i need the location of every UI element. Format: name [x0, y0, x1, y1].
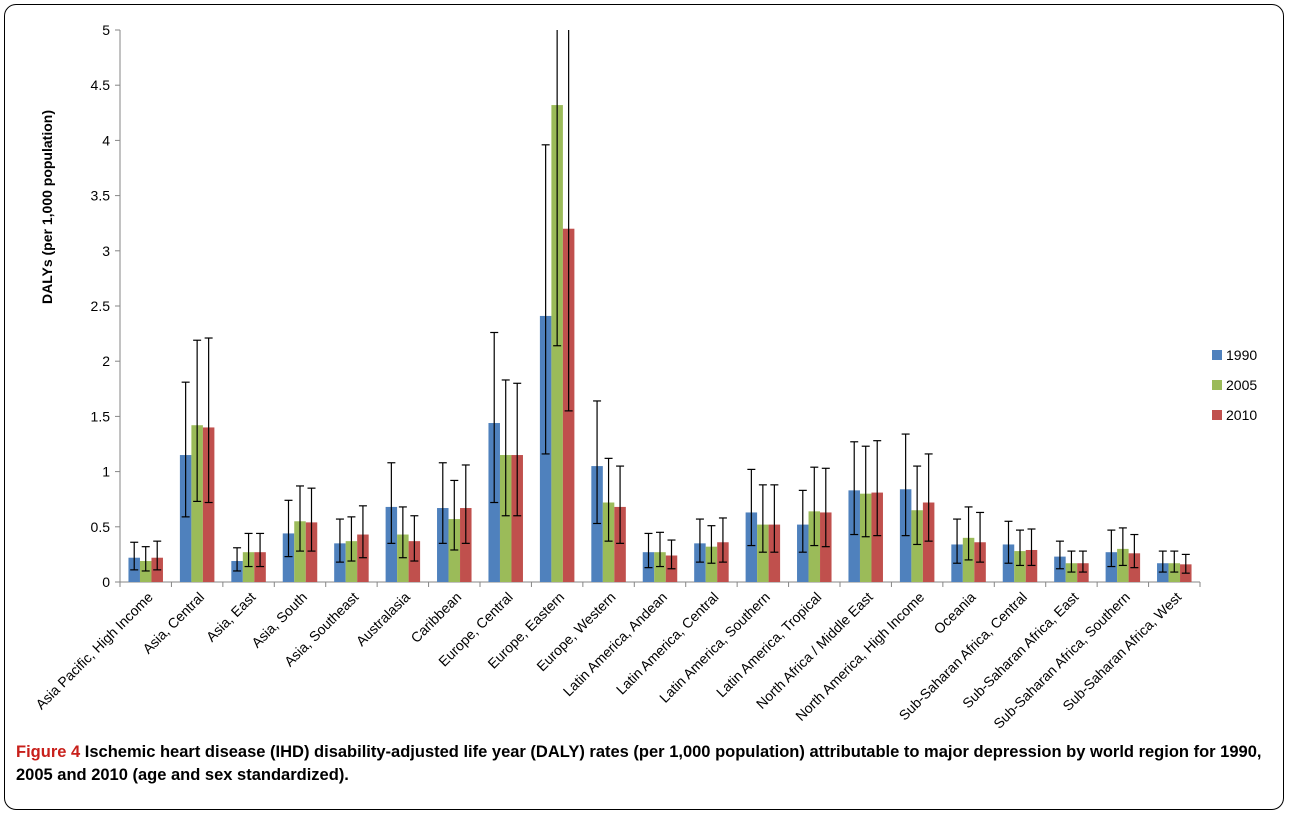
y-tick-labels: 0 0.5 1 1.5 2 2.5 3 3.5 4 4.5 5 — [91, 22, 111, 590]
bar-2005 — [911, 510, 923, 582]
bar-2005 — [499, 455, 512, 582]
y-tick-label: 4 — [102, 132, 110, 148]
bar-1990 — [745, 512, 758, 582]
y-tick-label: 1.5 — [91, 408, 111, 424]
bar-2005 — [705, 546, 718, 582]
x-tick-label: Latin America, Andean — [560, 589, 670, 699]
caption-text: Ischemic heart disease (IHD) disability-… — [16, 743, 1262, 784]
y-tick-label: 3 — [102, 243, 110, 259]
y-tick-label: 5 — [102, 22, 110, 38]
bar-2005 — [808, 511, 821, 582]
bar-2010 — [460, 508, 472, 582]
bar-2010 — [768, 524, 781, 582]
chart-axes — [115, 29, 1201, 587]
bar-2005 — [757, 524, 769, 582]
bar-1990 — [848, 490, 860, 582]
bar-1990 — [385, 506, 398, 582]
legend-swatch-2005 — [1212, 380, 1222, 390]
y-tick-label: 3.5 — [91, 188, 111, 204]
bar-1990 — [437, 508, 449, 582]
bar-2010 — [614, 506, 626, 582]
y-tick-label: 2 — [102, 353, 110, 369]
legend-label-1990: 1990 — [1226, 347, 1257, 363]
y-tick-label: 0.5 — [91, 519, 111, 535]
bar-2005 — [602, 502, 615, 582]
bar-2005 — [859, 493, 872, 582]
bar-1990 — [282, 533, 295, 582]
x-tick-label: Australasia — [353, 589, 413, 649]
x-tick-label: Asia Pacific, High Income — [32, 589, 156, 713]
figure-caption: Figure 4 Ischemic heart disease (IHD) di… — [16, 741, 1272, 787]
bar-2010 — [511, 455, 523, 582]
bar-2005 — [1014, 551, 1026, 582]
y-tick-label: 0 — [102, 574, 110, 590]
bar-1990 — [797, 524, 809, 582]
bar-2010 — [305, 522, 318, 582]
figure-frame — [4, 4, 1284, 810]
bar-2010 — [871, 492, 883, 582]
chart-legend: 1990 2005 2010 — [1212, 347, 1257, 423]
bar-2010 — [922, 502, 935, 582]
legend-swatch-1990 — [1212, 350, 1222, 360]
legend-label-2010: 2010 — [1226, 407, 1257, 423]
bar-2010 — [202, 427, 215, 582]
y-tick-label: 1 — [102, 464, 110, 480]
y-axis-title: DALYs (per 1,000 population) — [39, 110, 55, 304]
legend-swatch-2010 — [1212, 410, 1222, 420]
y-tick-label: 4.5 — [91, 77, 111, 93]
bar-1990 — [179, 455, 192, 582]
x-tick-label: Latin America, Central — [613, 589, 722, 698]
bar-2005 — [191, 425, 203, 582]
chart-error-bars — [130, 30, 1190, 574]
figure-label: Figure 4 — [16, 743, 81, 761]
y-tick-label: 2.5 — [91, 298, 111, 314]
x-tick-label: Oceania — [930, 589, 978, 637]
legend-label-2005: 2005 — [1226, 377, 1257, 393]
